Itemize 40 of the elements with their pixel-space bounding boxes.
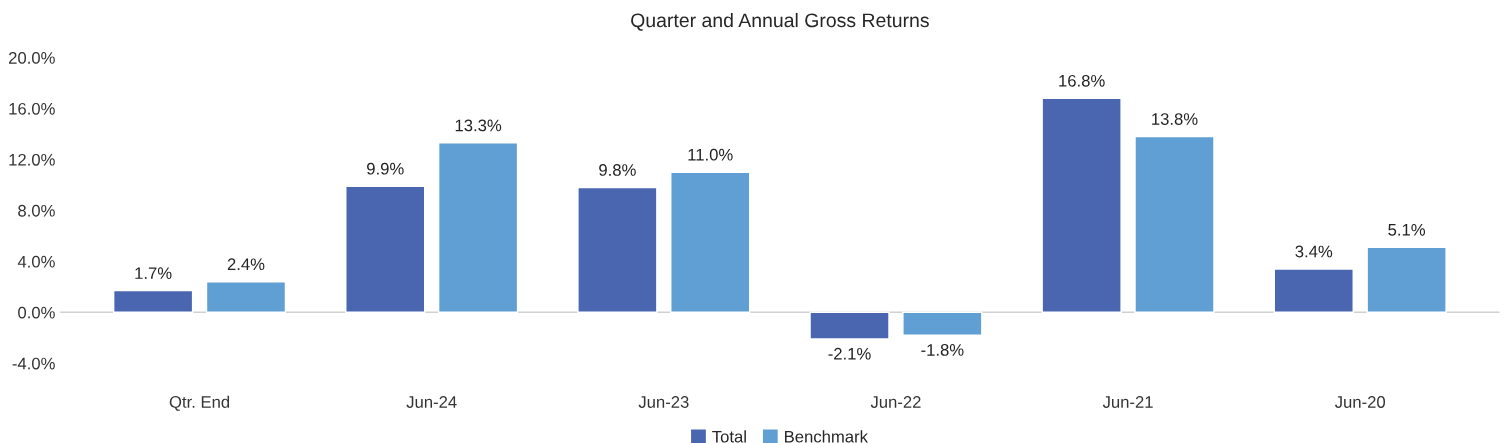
bar	[205, 281, 287, 314]
bar	[1366, 246, 1447, 314]
data-label: 2.4%	[227, 258, 265, 271]
bar	[1273, 268, 1354, 314]
data-label: 16.8%	[1059, 74, 1105, 87]
bar	[902, 311, 983, 336]
bar	[1134, 135, 1215, 314]
data-label: 9.9%	[367, 162, 404, 175]
bar	[577, 186, 658, 314]
bar	[670, 171, 751, 314]
bar	[112, 289, 194, 314]
x-tick-label: Jun-22	[870, 396, 921, 408]
bar	[437, 142, 519, 314]
y-tick-label: -4.0%	[12, 357, 55, 370]
y-tick-label: 12.0%	[9, 153, 55, 166]
data-label: 13.8%	[1152, 113, 1198, 125]
x-tick-label: Qtr. End	[169, 395, 230, 411]
bar	[345, 185, 426, 314]
x-tick-label: Jun-24	[406, 396, 457, 408]
y-tick-label: 20.0%	[9, 51, 55, 64]
data-label: -2.1%	[828, 347, 871, 360]
bar	[809, 311, 890, 340]
y-tick-label: 4.0%	[17, 255, 55, 268]
bar	[1041, 97, 1122, 314]
y-tick-label: 8.0%	[18, 204, 55, 217]
data-label: 1.7%	[135, 267, 172, 279]
y-tick-label: 16.0%	[9, 102, 55, 115]
legend-label: Total	[712, 430, 746, 443]
x-tick-label: Jun-21	[1102, 396, 1153, 408]
data-label: 9.8%	[599, 164, 636, 176]
y-tick-label: 0.0%	[18, 306, 55, 319]
data-label: 5.1%	[1388, 224, 1426, 236]
data-label: 11.0%	[688, 148, 733, 161]
data-label: 3.4%	[1295, 245, 1333, 258]
data-label: -1.8%	[921, 344, 964, 356]
legend-label: Benchmark	[785, 430, 868, 443]
x-tick-label: Jun-23	[638, 396, 689, 408]
chart-title: Quarter and Annual Gross Returns	[631, 12, 929, 31]
data-label: 13.3%	[455, 119, 502, 132]
x-tick-label: Jun-20	[1334, 396, 1386, 408]
